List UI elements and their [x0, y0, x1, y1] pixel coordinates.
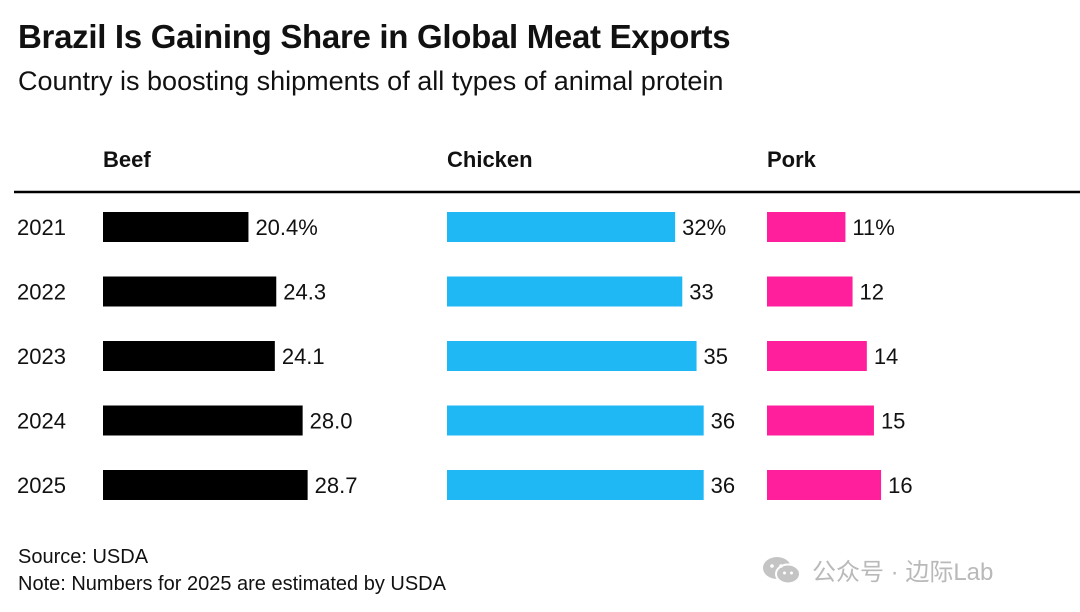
bar-pork-2024 — [767, 405, 874, 436]
value-label-beef-2023: 24.1 — [282, 344, 325, 369]
bar-chicken-2025 — [447, 470, 704, 500]
value-label-pork-2023: 14 — [874, 344, 898, 369]
value-label-pork-2024: 15 — [881, 409, 905, 434]
source-note: Source: USDA — [18, 546, 149, 568]
bar-pork-2023 — [767, 341, 867, 371]
chart-title: Brazil Is Gaining Share in Global Meat E… — [18, 18, 731, 55]
value-label-chicken-2022: 33 — [689, 280, 713, 305]
value-label-pork-2022: 12 — [860, 280, 884, 305]
year-label-2024: 2024 — [17, 409, 66, 434]
bar-chicken-2022 — [447, 276, 683, 307]
value-label-beef-2024: 28.0 — [310, 409, 353, 434]
wechat-icon — [763, 556, 801, 584]
value-label-beef-2022: 24.3 — [283, 280, 326, 305]
bar-chart: Beef Chicken Pork 2021 2022 2023 2024 2025 20.4%… — [14, 147, 1080, 500]
bar-chicken-2024 — [447, 405, 704, 436]
bar-beef-2021 — [103, 212, 249, 242]
footnote: Note: Numbers for 2025 are estimated by … — [18, 573, 446, 595]
bar-chicken-2021 — [447, 212, 676, 242]
year-label-2025: 2025 — [17, 473, 66, 498]
bar-pork-2025 — [767, 470, 882, 500]
value-label-beef-2021: 20.4% — [255, 215, 317, 240]
value-label-beef-2025: 28.7 — [315, 473, 358, 498]
value-label-pork-2021: 11% — [852, 215, 894, 240]
value-label-chicken-2024: 36 — [711, 409, 735, 434]
watermark: 公众号 · 边际Lab — [760, 552, 993, 587]
bar-beef-2022 — [103, 276, 277, 307]
value-label-chicken-2021: 32% — [682, 215, 726, 240]
panel-header-beef: Beef — [103, 147, 151, 172]
year-label-2021: 2021 — [17, 215, 66, 240]
bar-chicken-2023 — [447, 341, 697, 371]
value-label-chicken-2023: 35 — [704, 344, 728, 369]
value-label-chicken-2025: 36 — [711, 473, 735, 498]
bar-pork-2021 — [767, 212, 846, 242]
bar-beef-2024 — [103, 405, 303, 436]
chart-subtitle: Country is boosting shipments of all typ… — [18, 66, 724, 96]
watermark-text: 公众号 · 边际Lab — [812, 559, 994, 586]
year-label-2022: 2022 — [17, 280, 66, 305]
bar-pork-2022 — [767, 276, 853, 307]
panel-header-pork: Pork — [767, 147, 817, 172]
value-label-pork-2025: 16 — [888, 473, 912, 498]
bar-beef-2025 — [103, 470, 308, 500]
bar-beef-2023 — [103, 341, 275, 371]
panel-header-chicken: Chicken — [447, 147, 533, 172]
year-label-2023: 2023 — [17, 344, 66, 369]
